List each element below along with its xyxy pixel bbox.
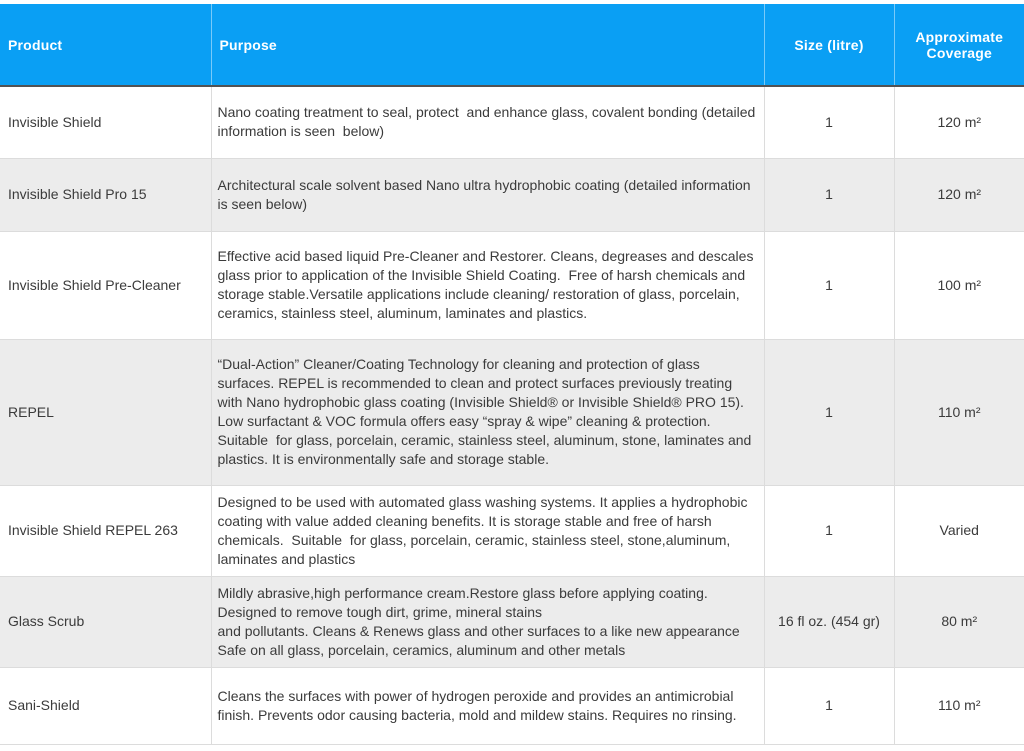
- product-size: 1: [764, 231, 895, 340]
- table-row: Sani-Shield Cleans the surfaces with pow…: [0, 667, 1024, 745]
- table-row: REPEL “Dual-Action” Cleaner/Coating Tech…: [0, 339, 1024, 486]
- product-coverage: 100 m²: [894, 231, 1024, 340]
- product-name: Invisible Shield REPEL 263: [0, 485, 212, 577]
- product-size: 1: [764, 485, 895, 577]
- product-size: 16 fl oz. (454 gr): [764, 576, 895, 668]
- product-purpose: “Dual-Action” Cleaner/Coating Technology…: [211, 339, 765, 486]
- table-row: Invisible Shield Pre-Cleaner Effective a…: [0, 231, 1024, 340]
- column-header-product: Product: [0, 4, 212, 87]
- table-row: Invisible Shield Pro 15 Architectural sc…: [0, 158, 1024, 232]
- product-table: Product Purpose Size (litre) Approximate…: [0, 4, 1024, 745]
- product-size: 1: [764, 86, 895, 159]
- table-header-row: Product Purpose Size (litre) Approximate…: [0, 4, 1024, 87]
- product-size: 1: [764, 339, 895, 486]
- product-name: Invisible Shield Pro 15: [0, 158, 212, 232]
- table-row: Invisible Shield REPEL 263 Designed to b…: [0, 485, 1024, 577]
- product-name: REPEL: [0, 339, 212, 486]
- product-coverage: 120 m²: [894, 158, 1024, 232]
- product-coverage: 80 m²: [894, 576, 1024, 668]
- table-row: Glass Scrub Mildly abrasive,high perform…: [0, 576, 1024, 668]
- product-purpose: Nano coating treatment to seal, protect …: [211, 86, 765, 159]
- product-purpose: Cleans the surfaces with power of hydrog…: [211, 667, 765, 745]
- column-header-coverage: Approximate Coverage: [894, 4, 1024, 87]
- product-coverage: 120 m²: [894, 86, 1024, 159]
- product-coverage: 110 m²: [894, 667, 1024, 745]
- product-size: 1: [764, 667, 895, 745]
- column-header-size: Size (litre): [764, 4, 895, 87]
- product-coverage: 110 m²: [894, 339, 1024, 486]
- product-purpose: Mildly abrasive,high performance cream.R…: [211, 576, 765, 668]
- column-header-purpose: Purpose: [211, 4, 765, 87]
- table-row: Invisible Shield Nano coating treatment …: [0, 86, 1024, 159]
- product-name: Invisible Shield Pre-Cleaner: [0, 231, 212, 340]
- product-size: 1: [764, 158, 895, 232]
- product-name: Sani-Shield: [0, 667, 212, 745]
- product-purpose: Designed to be used with automated glass…: [211, 485, 765, 577]
- product-coverage: Varied: [894, 485, 1024, 577]
- product-name: Glass Scrub: [0, 576, 212, 668]
- product-purpose: Effective acid based liquid Pre-Cleaner …: [211, 231, 765, 340]
- product-purpose: Architectural scale solvent based Nano u…: [211, 158, 765, 232]
- product-name: Invisible Shield: [0, 86, 212, 159]
